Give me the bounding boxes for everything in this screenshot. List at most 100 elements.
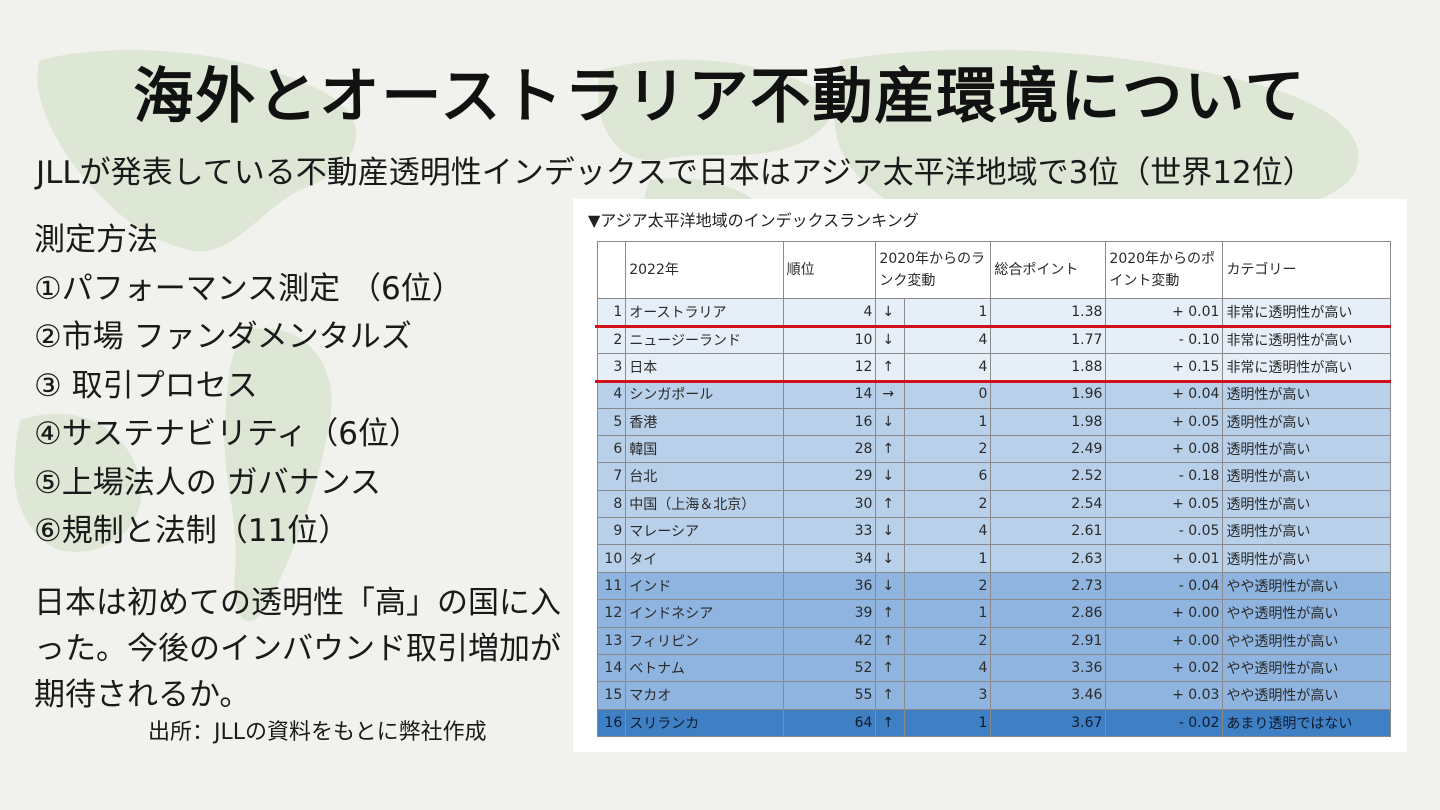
row-number-cell: 2	[596, 325, 627, 354]
point-change-cell: + 0.02	[1105, 653, 1224, 683]
ranking-table: 2022年 順位 2020年からのランク変動 総合ポイント 2020年からのポイ…	[596, 241, 1391, 738]
total-score-cell: 2.63	[990, 544, 1107, 573]
rank-change-cell: 4	[903, 352, 992, 382]
rank-cell: 34	[782, 544, 877, 573]
rank-cell: 28	[782, 434, 877, 464]
rank-change-cell: 4	[903, 516, 992, 546]
highlight-line-bottom	[595, 379, 1391, 383]
rank-cell: 10	[782, 325, 877, 354]
total-score-cell: 1.38	[990, 297, 1107, 327]
total-score-cell: 2.73	[990, 571, 1107, 601]
rank-change-cell: 2	[903, 571, 992, 601]
point-change-cell: + 0.15	[1105, 352, 1224, 382]
point-change-cell: + 0.00	[1105, 599, 1224, 628]
point-change-cell: - 0.18	[1105, 462, 1224, 491]
rank-change-cell: 0	[903, 380, 992, 409]
rank-change-cell: 2	[903, 626, 992, 655]
country-name-cell: ベトナム	[625, 653, 784, 683]
highlight-line-top	[595, 324, 1391, 328]
rank-change-cell: 6	[903, 462, 992, 491]
rank-change-arrow-cell: ↓	[875, 544, 905, 573]
category-cell: 非常に透明性が高い	[1222, 352, 1391, 382]
row-number-cell: 1	[596, 297, 627, 327]
row-number-cell: 13	[596, 626, 627, 655]
rank-change-arrow-cell: ↓	[875, 407, 905, 436]
rank-change-cell: 1	[903, 544, 992, 573]
country-name-cell: インドネシア	[625, 599, 784, 628]
category-cell: やや透明性が高い	[1222, 626, 1391, 655]
rank-change-cell: 3	[903, 681, 992, 710]
table-row: 9 マレーシア 33 ↓ 4 2.61- 0.05 透明性が高い	[596, 516, 1391, 546]
point-change-cell: - 0.05	[1105, 516, 1224, 546]
rank-change-cell: 4	[903, 325, 992, 354]
rank-change-cell: 2	[903, 489, 992, 519]
row-number-cell: 5	[596, 407, 627, 436]
category-cell: 透明性が高い	[1222, 462, 1391, 491]
country-name-cell: 中国（上海＆北京）	[625, 489, 784, 519]
total-score-cell: 2.52	[990, 462, 1107, 491]
table-row: 14 ベトナム 52 ↑ 4 3.36 + 0.02 やや透明性が高い	[596, 653, 1391, 683]
measurement-methods-list: 測定方法 ①パフォーマンス測定 （6位） ②市場 ファンダメンタルズ ③ 取引プ…	[34, 216, 463, 556]
rank-change-arrow-cell: ↓	[875, 325, 905, 354]
point-change-cell: - 0.04	[1105, 571, 1224, 601]
category-cell: やや透明性が高い	[1222, 571, 1391, 601]
rank-change-arrow-cell: ↑	[875, 434, 905, 464]
row-number-cell: 10	[596, 544, 627, 573]
rank-change-arrow-cell: ↑	[875, 626, 905, 655]
total-score-cell: 2.86	[990, 599, 1107, 628]
country-name-cell: スリランカ	[625, 708, 784, 738]
method-item: ⑤上場法人の ガバナンス	[34, 464, 382, 501]
table-row: 6 韓国 28 ↑ 2 2.49 + 0.08 透明性が高い	[596, 434, 1391, 464]
method-item: ②市場 ファンダメンタルズ	[34, 319, 412, 355]
category-cell: 非常に透明性が高い	[1222, 297, 1391, 327]
category-cell: 非常に透明性が高い	[1222, 325, 1391, 354]
row-number-cell: 4	[596, 380, 627, 409]
rank-change-arrow-cell: ↑	[875, 489, 905, 519]
method-item: ⑥規制と法制（11位）	[34, 513, 350, 549]
country-name-cell: インド	[625, 571, 784, 601]
total-score-cell: 2.54	[990, 489, 1107, 519]
row-number-cell: 15	[596, 681, 627, 710]
table-row: 13 フィリピン 42 ↑ 2 2.91 + 0.00 やや透明性が高い	[596, 626, 1391, 655]
header-score: 総合ポイント	[990, 241, 1107, 299]
category-cell: やや透明性が高い	[1222, 653, 1391, 683]
row-number-cell: 11	[596, 571, 627, 601]
page-title: 海外とオーストラリア不動産環境について	[133, 62, 1307, 132]
rank-change-arrow-cell: ↓	[875, 571, 905, 601]
total-score-cell: 3.46	[990, 681, 1107, 710]
rank-cell: 12	[782, 352, 877, 382]
category-cell: 透明性が高い	[1222, 380, 1391, 409]
point-change-cell: - 0.10	[1105, 325, 1224, 354]
country-name-cell: ニュージーランド	[625, 325, 784, 354]
table-row: 4 シンガポール 14 → 0 1.96 + 0.04 透明性が高い	[596, 380, 1391, 409]
ranking-table-panel: ▼アジア太平洋地域のインデックスランキング 2022年 順位 2020年からのラ…	[573, 199, 1407, 752]
table-row: 15 マカオ 55 ↑ 3 3.46 + 0.03 やや透明性が高い	[596, 681, 1391, 710]
rank-cell: 16	[782, 407, 877, 436]
total-score-cell: 2.91	[990, 626, 1107, 655]
point-change-cell: + 0.05	[1105, 489, 1224, 519]
rank-change-arrow-cell: ↑	[875, 599, 905, 628]
method-item: ④サステナビリティ（6位）	[34, 416, 421, 452]
row-number-cell: 16	[596, 708, 627, 738]
rank-change-cell: 2	[903, 434, 992, 464]
country-name-cell: フィリピン	[625, 626, 784, 655]
rank-cell: 39	[782, 599, 877, 628]
category-cell: やや透明性が高い	[1222, 681, 1391, 710]
rank-cell: 4	[782, 297, 877, 327]
country-name-cell: 台北	[625, 462, 784, 491]
table-row: 3 日本 12 ↑ 4 1.88 + 0.15 非常に透明性が高い	[596, 352, 1391, 382]
point-change-cell: + 0.01	[1105, 544, 1224, 573]
point-change-cell: + 0.08	[1105, 434, 1224, 464]
header-year: 2022年	[625, 241, 784, 299]
row-number-cell: 14	[596, 653, 627, 683]
total-score-cell: 2.61	[990, 516, 1107, 546]
rank-change-arrow-cell: ↑	[875, 708, 905, 738]
header-no	[596, 241, 627, 299]
row-number-cell: 9	[596, 516, 627, 546]
category-cell: やや透明性が高い	[1222, 599, 1391, 628]
rank-cell: 29	[782, 462, 877, 491]
rank-cell: 33	[782, 516, 877, 546]
category-cell: 透明性が高い	[1222, 516, 1391, 546]
table-row: 10 タイ 34 ↓ 1 2.63 + 0.01 透明性が高い	[596, 544, 1391, 573]
method-item: ①パフォーマンス測定 （6位）	[34, 270, 463, 307]
